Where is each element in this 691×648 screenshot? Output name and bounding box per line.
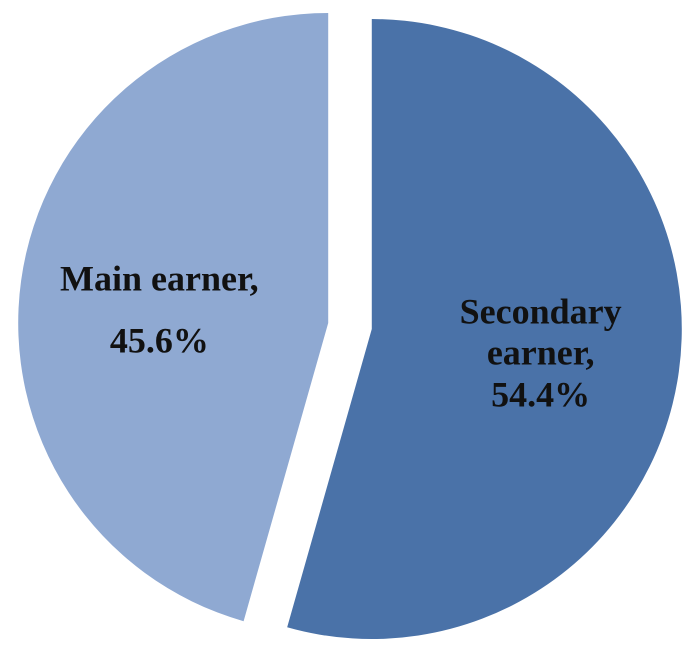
- value-label: 54.4%: [491, 373, 591, 414]
- slice-label: Secondary earner,: [459, 291, 622, 373]
- slice-label: Main earner,: [60, 258, 259, 299]
- pie-slice: [18, 12, 329, 622]
- value-label: 45.6%: [109, 320, 209, 361]
- pie-slice: [287, 19, 682, 640]
